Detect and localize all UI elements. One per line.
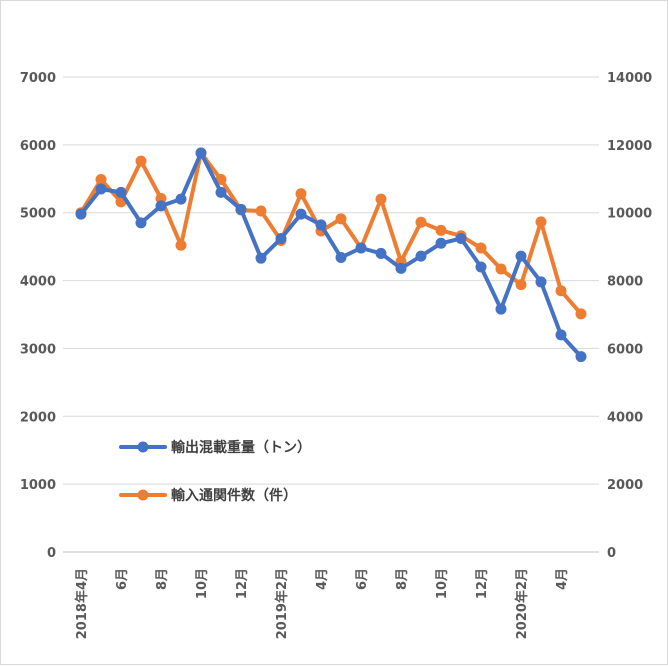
x-tick-label: 4月 <box>315 568 330 590</box>
data-point <box>555 329 567 341</box>
x-tick-label: 10月 <box>195 568 210 599</box>
data-point <box>535 276 547 288</box>
legend-marker-export <box>137 441 149 453</box>
data-point <box>175 193 187 205</box>
data-point <box>255 252 267 264</box>
left-tick-label: 2000 <box>20 410 56 425</box>
x-tick-label: 8月 <box>395 568 410 590</box>
data-point <box>155 200 167 212</box>
data-point <box>175 239 187 251</box>
data-point <box>195 147 207 159</box>
data-point <box>575 308 587 320</box>
left-tick-label: 6000 <box>20 139 56 154</box>
data-point <box>95 173 107 185</box>
data-point <box>515 250 527 262</box>
x-tick-label: 4月 <box>555 568 570 590</box>
data-point <box>115 186 127 198</box>
data-point <box>375 193 387 205</box>
right-tick-label: 6000 <box>607 342 643 357</box>
data-point <box>455 233 467 244</box>
data-point <box>255 205 267 217</box>
x-tick-label: 12月 <box>235 568 250 599</box>
data-point <box>355 242 367 254</box>
legend-item-import: 輸入通関件数（件） <box>119 487 297 504</box>
data-point <box>335 252 347 263</box>
data-point <box>95 183 107 195</box>
data-point <box>315 219 327 231</box>
data-point <box>75 208 87 220</box>
left-tick-label: 4000 <box>20 275 56 290</box>
data-point <box>215 173 227 185</box>
legend-label-export: 輸出混載重量（トン） <box>171 439 311 456</box>
data-point <box>415 250 427 262</box>
data-point <box>235 203 247 215</box>
data-point <box>435 224 447 236</box>
data-point <box>495 263 507 275</box>
left-tick-label: 1000 <box>20 478 56 493</box>
data-point <box>335 213 347 225</box>
data-point <box>415 216 427 228</box>
data-point <box>475 242 487 254</box>
data-point <box>575 351 587 363</box>
data-point <box>135 217 147 229</box>
left-tick-label: 3000 <box>20 342 56 357</box>
series-import-count <box>75 147 587 320</box>
legend: 輸出混載重量（トン） 輸入通関件数（件） <box>119 439 311 504</box>
right-tick-label: 12000 <box>607 139 652 154</box>
x-tick-label: 2018年4月 <box>74 568 90 639</box>
left-tick-label: 5000 <box>20 207 56 222</box>
right-tick-label: 10000 <box>607 207 652 222</box>
gridlines <box>63 76 599 553</box>
x-tick-label: 12月 <box>475 568 490 599</box>
left-tick-label: 0 <box>47 546 56 561</box>
x-tick-label: 2020年2月 <box>514 568 530 639</box>
series-export-weight <box>75 147 587 363</box>
left-tick-label: 7000 <box>20 71 56 86</box>
right-tick-label: 4000 <box>607 410 643 425</box>
data-point <box>215 186 227 198</box>
right-tick-label: 8000 <box>607 275 643 290</box>
right-axis-ticks: 0 2000 4000 6000 8000 10000 12000 14000 <box>607 71 652 561</box>
data-point <box>135 155 147 167</box>
x-tick-label: 8月 <box>155 568 170 590</box>
data-point <box>395 262 407 274</box>
x-tick-label: 2019年2月 <box>274 568 290 639</box>
right-tick-label: 0 <box>607 546 616 561</box>
x-tick-label: 6月 <box>355 568 370 590</box>
x-axis-ticks: 2018年4月 6月 8月 10月 12月 2019年2月 4月 6月 8月 10月 12月 2020… <box>74 568 570 639</box>
x-tick-label: 10月 <box>435 568 450 599</box>
data-point <box>535 216 547 228</box>
data-point <box>295 208 307 220</box>
data-point <box>375 247 387 259</box>
data-point <box>555 285 567 297</box>
legend-item-export: 輸出混載重量（トン） <box>119 439 311 456</box>
data-point <box>475 261 487 273</box>
data-point <box>295 188 307 200</box>
series-line <box>79 151 583 316</box>
right-tick-label: 14000 <box>607 71 652 86</box>
data-point <box>495 303 507 315</box>
legend-marker-import <box>137 489 149 501</box>
series-line <box>79 151 583 359</box>
series-layer <box>75 147 587 363</box>
data-point <box>515 279 527 291</box>
right-tick-label: 2000 <box>607 478 643 493</box>
x-tick-label: 6月 <box>115 568 130 590</box>
data-point <box>275 233 287 244</box>
legend-label-import: 輸入通関件数（件） <box>171 487 297 504</box>
left-axis-ticks: 0 1000 2000 3000 4000 5000 6000 7000 <box>20 71 56 561</box>
data-point <box>435 237 447 249</box>
